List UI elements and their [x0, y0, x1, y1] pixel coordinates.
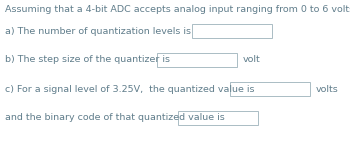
Text: a) The number of quantization levels is: a) The number of quantization levels is	[5, 26, 191, 35]
FancyBboxPatch shape	[230, 82, 310, 96]
Text: volts: volts	[316, 84, 339, 93]
Text: c) For a signal level of 3.25V,  the quantized value is: c) For a signal level of 3.25V, the quan…	[5, 84, 254, 93]
Text: volt: volt	[243, 56, 261, 65]
FancyBboxPatch shape	[178, 111, 258, 125]
FancyBboxPatch shape	[192, 24, 272, 38]
Text: Assuming that a 4-bit ADC accepts analog input ranging from 0 to 6 volts, solve : Assuming that a 4-bit ADC accepts analog…	[5, 6, 350, 15]
Text: and the binary code of that quantized value is: and the binary code of that quantized va…	[5, 114, 225, 123]
Text: b) The step size of the quantizer is: b) The step size of the quantizer is	[5, 56, 170, 65]
FancyBboxPatch shape	[157, 53, 237, 67]
